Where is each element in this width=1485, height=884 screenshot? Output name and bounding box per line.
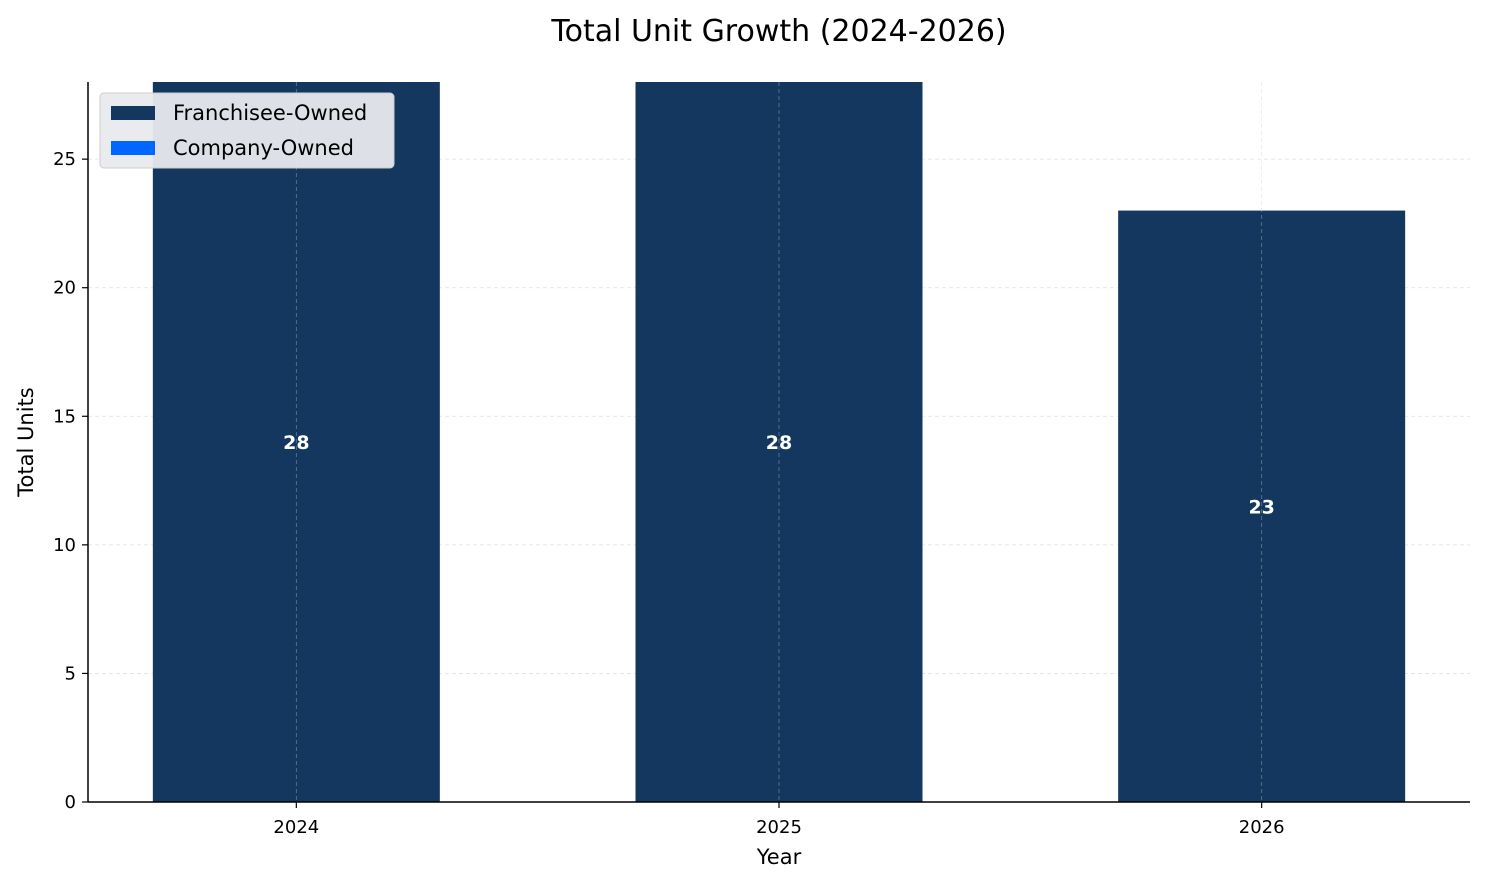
y-tick-label: 25	[53, 149, 76, 170]
bar-franchisee-owned-2026	[1118, 210, 1406, 803]
chart-title: Total Unit Growth (2024-2026)	[550, 14, 1006, 49]
legend-swatch-company-owned	[111, 141, 155, 155]
bar-value-labels: 28 28 23	[283, 432, 1275, 518]
legend-swatch-franchisee-owned	[111, 106, 155, 120]
x-tick-label-2026: 2026	[1239, 817, 1285, 838]
bar-franchisee-owned-2024	[152, 82, 440, 802]
bar-franchisee-owned-2025	[635, 82, 923, 802]
y-tick-label: 15	[53, 406, 76, 427]
y-ticks: 0 5 10 15 20 25	[53, 149, 88, 813]
legend-label-franchisee-owned: Franchisee-Owned	[173, 101, 367, 125]
x-ticks: 2024 2025 2026	[273, 802, 1285, 838]
y-tick-label: 20	[53, 278, 76, 299]
y-axis-label: Total Units	[14, 387, 38, 497]
bars	[152, 82, 1406, 803]
y-tick-label: 5	[65, 663, 76, 684]
legend: Franchisee-Owned Company-Owned	[99, 92, 395, 169]
x-tick-label-2025: 2025	[756, 817, 802, 838]
legend-label-company-owned: Company-Owned	[173, 136, 354, 160]
bar-value-label-2025: 28	[766, 432, 792, 454]
legend-box	[99, 92, 395, 169]
vertical-grid-lines	[295, 82, 1263, 802]
x-tick-label-2024: 2024	[273, 817, 319, 838]
y-tick-label: 0	[65, 792, 76, 813]
y-tick-label: 10	[53, 535, 76, 556]
bar-value-label-2024: 28	[283, 432, 309, 454]
bar-value-label-2026: 23	[1248, 496, 1274, 518]
x-axis-label: Year	[756, 845, 802, 869]
